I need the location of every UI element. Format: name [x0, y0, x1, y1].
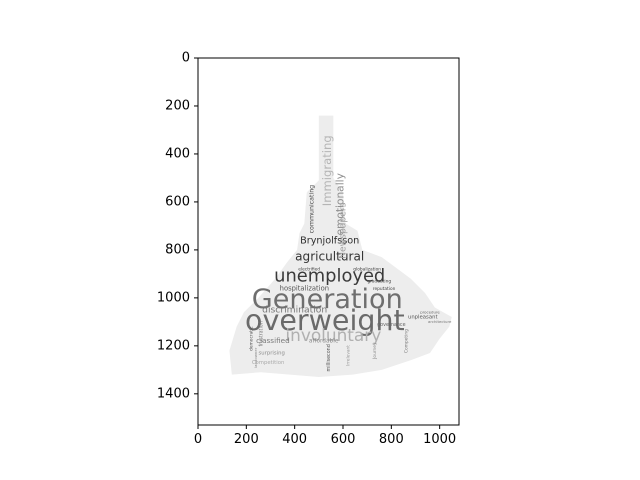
cloud-word: discrimination: [262, 304, 327, 315]
cloud-word: reputation: [373, 286, 396, 292]
x-axis: 0 200 400 600 800 1000: [194, 425, 456, 447]
cloud-word: graduating: [367, 279, 391, 285]
cloud-word: electrified: [298, 267, 320, 273]
y-tick-label: 1200: [157, 338, 190, 353]
cloud-word: overweight: [245, 304, 405, 337]
cloud-word: communicating: [309, 185, 316, 234]
cloud-word: millisecond: [326, 344, 332, 371]
x-tick-label: 400: [282, 432, 307, 447]
cloud-word: Irrelevant: [345, 345, 351, 366]
x-tick-label: 800: [379, 432, 404, 447]
cloud-word: architecture: [428, 319, 452, 324]
cloud-word: Journey: [372, 342, 378, 360]
cloud-word: Competition: [252, 360, 285, 366]
cloud-word: Brynjolfsson: [300, 235, 359, 246]
cloud-word: Newspapers: [338, 202, 349, 258]
cloud-word: unemployed: [274, 265, 385, 286]
cloud-word: agricultural: [295, 250, 364, 264]
cloud-word: governance: [377, 322, 405, 328]
mask-silhouette: [229, 115, 452, 378]
cloud-word: affordable: [309, 339, 339, 345]
x-tick-label: 600: [331, 432, 356, 447]
cloud-word: Immigrating: [320, 135, 334, 206]
y-tick-label: 400: [165, 146, 190, 161]
y-tick-label: 1400: [157, 386, 190, 401]
x-tick-label: 0: [194, 432, 202, 447]
cloud-word: involuntary: [285, 325, 381, 345]
y-axis: 0 200 400 600 800 1000 1200 1400: [157, 51, 198, 401]
axes-frame: [197, 57, 460, 426]
cloud-word: Generation: [252, 284, 403, 315]
x-tick-label: 200: [234, 432, 259, 447]
y-tick-label: 800: [165, 242, 190, 257]
cloud-word: frustration: [258, 321, 264, 346]
plot-area: [229, 115, 452, 378]
cloud-word: procedure: [420, 309, 440, 314]
cloud-word: unpleasant: [408, 315, 438, 321]
cloud-word: classified: [256, 336, 290, 345]
y-tick-label: 0: [182, 51, 190, 66]
y-tick-label: 600: [165, 194, 190, 209]
cloud-word: surprising: [259, 351, 285, 357]
x-tick-label: 1000: [423, 432, 456, 447]
cloud-word: globalization: [353, 267, 381, 273]
cloud-word: emotionally: [334, 173, 347, 235]
cloud-word: landowner: [253, 347, 258, 368]
cloud-word: Competing: [403, 329, 409, 353]
cloud-word: democratic: [249, 326, 255, 351]
cloud-word: hospitalization: [280, 284, 329, 292]
y-tick-label: 200: [165, 98, 190, 113]
y-tick-label: 1000: [157, 290, 190, 305]
